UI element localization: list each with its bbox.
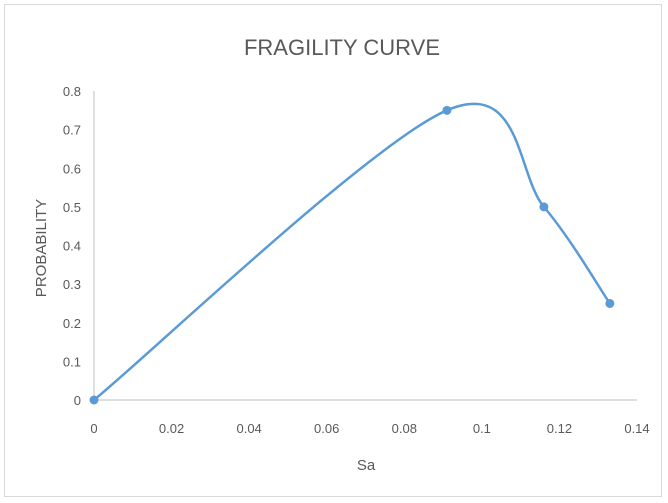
y-tick-label: 0.4 bbox=[63, 239, 81, 254]
y-axis-title: PROBABILITY bbox=[33, 199, 50, 297]
x-tick-labels: 0 0.02 0.04 0.06 0.08 0.1 0.12 0.14 bbox=[90, 421, 649, 436]
y-tick-label: 0.7 bbox=[63, 123, 81, 138]
y-tick-label: 0.2 bbox=[63, 316, 81, 331]
x-tick-label: 0.06 bbox=[314, 421, 339, 436]
x-tick-label: 0.04 bbox=[236, 421, 261, 436]
x-tick-label: 0.14 bbox=[624, 421, 649, 436]
data-point bbox=[605, 298, 615, 308]
x-tick-label: 0.08 bbox=[392, 421, 417, 436]
data-point bbox=[442, 105, 452, 115]
x-tick-label: 0.02 bbox=[159, 421, 184, 436]
y-tick-label: 0.6 bbox=[63, 161, 81, 176]
y-tick-label: 0 bbox=[74, 393, 81, 408]
y-tick-labels: 0 0.1 0.2 0.3 0.4 0.5 0.6 0.7 0.8 bbox=[63, 84, 81, 408]
series-line bbox=[92, 102, 612, 402]
x-tick-label: 0 bbox=[90, 421, 97, 436]
series-group bbox=[89, 102, 615, 405]
y-tick-label: 0.5 bbox=[63, 200, 81, 215]
chart-frame bbox=[4, 4, 662, 497]
data-point bbox=[539, 202, 549, 212]
x-tick-label: 0.12 bbox=[547, 421, 572, 436]
chart-title: FRAGILITY CURVE bbox=[244, 35, 440, 60]
y-tick-label: 0.1 bbox=[63, 354, 81, 369]
data-point bbox=[89, 395, 99, 405]
y-tick-label: 0.8 bbox=[63, 84, 81, 99]
x-axis-title: Sa bbox=[357, 457, 376, 474]
y-tick-label: 0.3 bbox=[63, 277, 81, 292]
x-tick-label: 0.1 bbox=[473, 421, 491, 436]
